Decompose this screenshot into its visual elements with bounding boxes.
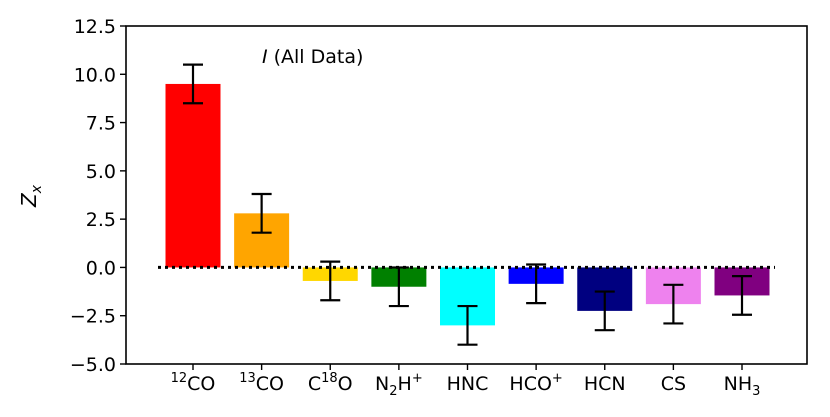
x-tick-label: HNC xyxy=(447,373,489,395)
y-tick-label: 12.5 xyxy=(74,16,116,38)
x-tick-label: 12CO xyxy=(171,371,216,395)
annotation-italic: I xyxy=(262,46,268,68)
chart-annotation: I (All Data) xyxy=(262,46,363,68)
y-tick-label: −5.0 xyxy=(70,354,116,376)
x-tick-label: N2H+ xyxy=(375,371,423,399)
x-tick-label: HCN xyxy=(584,373,626,395)
x-tick-label: C18O xyxy=(308,371,353,395)
x-tick-label: HCO+ xyxy=(509,371,562,395)
y-tick-label: 7.5 xyxy=(86,113,116,135)
y-tick-label: 2.5 xyxy=(86,209,116,231)
x-tick-label: 13CO xyxy=(239,371,284,395)
x-tick-label: CS xyxy=(661,373,686,395)
bar xyxy=(165,83,221,268)
bars-layer xyxy=(165,83,770,326)
x-tick-label: NH3 xyxy=(724,373,761,399)
y-axis: −5.0 −2.5 0.0 2.5 5.0 7.5 10.0 12.5 xyxy=(70,16,126,376)
x-axis: 12CO 13CO C18O N2H+ HNC HCO+ HCN CS NH3 xyxy=(171,364,761,399)
y-axis-label: Zx xyxy=(17,184,45,208)
y-tick-label: −2.5 xyxy=(70,306,116,328)
y-axis-label-subscript: x xyxy=(29,184,45,194)
plot-frame xyxy=(125,25,808,365)
annotation-text: (All Data) xyxy=(274,46,364,68)
y-tick-label: 5.0 xyxy=(86,161,116,183)
y-tick-label: 0.0 xyxy=(86,257,116,279)
y-tick-label: 10.0 xyxy=(74,64,116,86)
error-bars-layer xyxy=(183,63,752,346)
